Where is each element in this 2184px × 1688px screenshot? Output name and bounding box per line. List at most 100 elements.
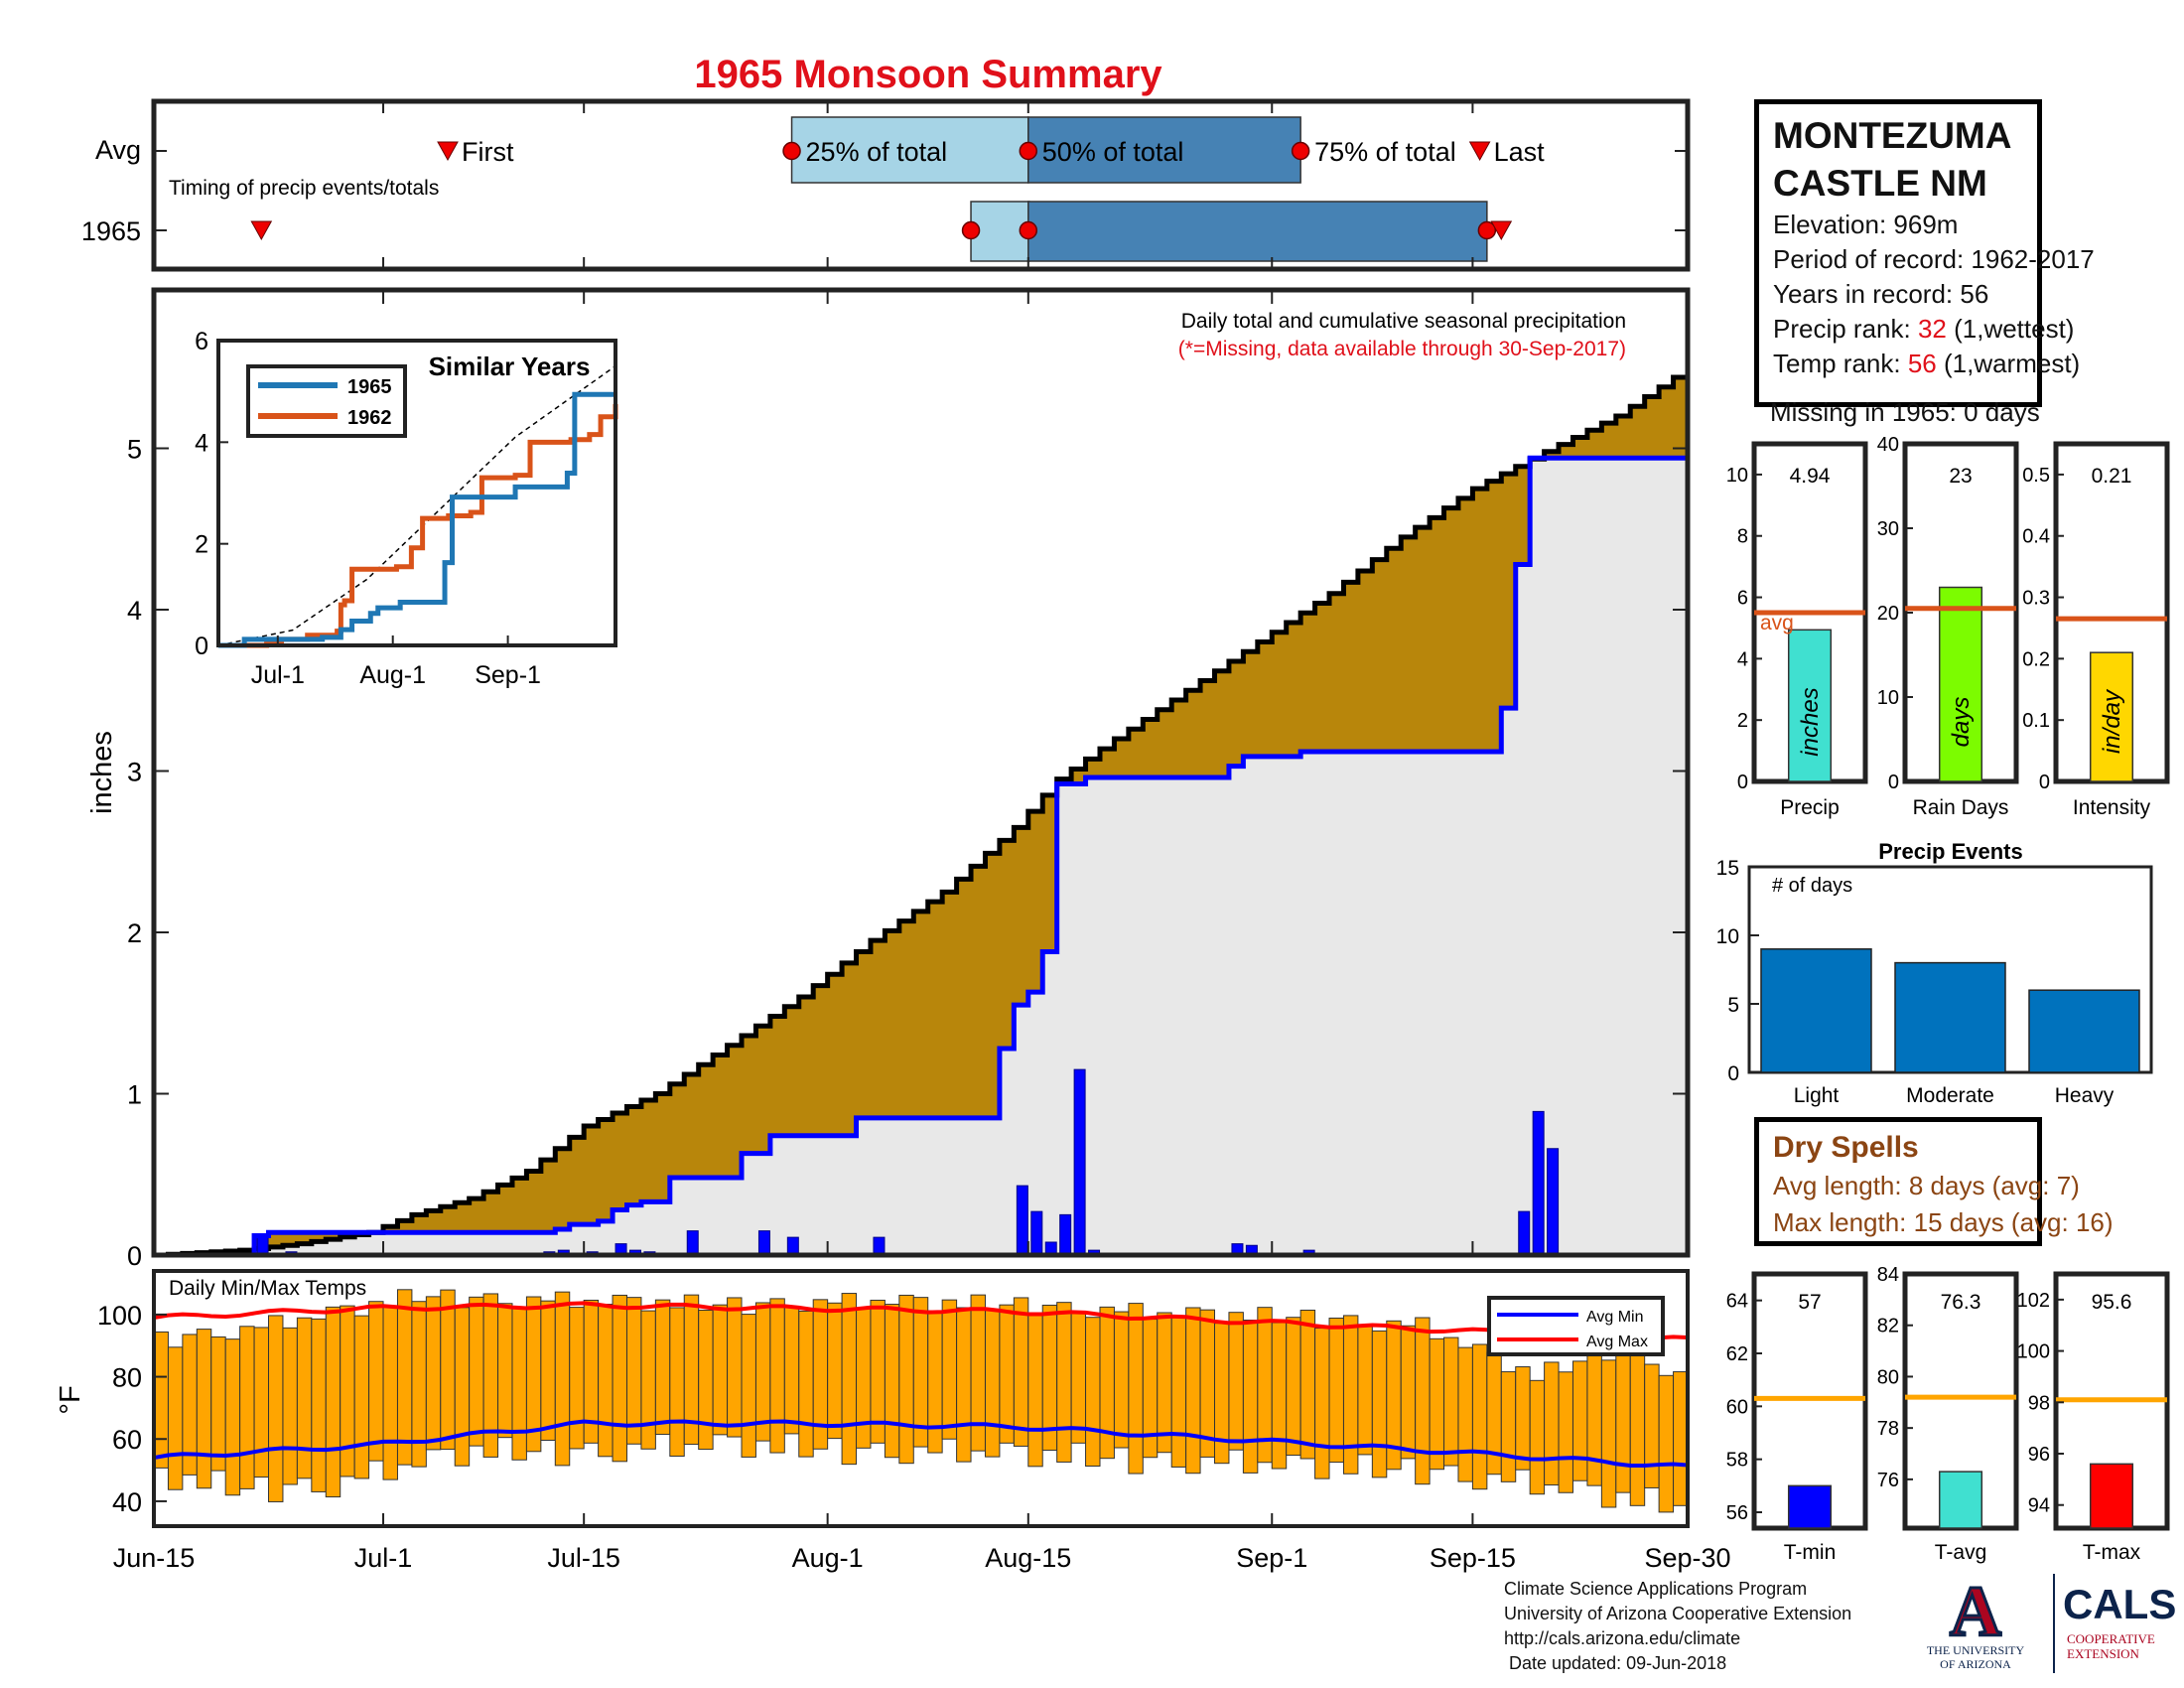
daily-temp-bar: [798, 1310, 814, 1458]
cumulative-average-line: [154, 367, 1691, 1258]
legend-1965: 1965: [347, 376, 392, 398]
stat-value-label: 57: [1798, 1291, 1821, 1314]
cals-wordmark: CALS: [2063, 1581, 2176, 1627]
precip-note: Daily total and cumulative seasonal prec…: [1181, 310, 1626, 333]
above-average-fill-area: [154, 367, 1688, 1255]
date-x-tick-label: Jul-1: [354, 1543, 413, 1573]
date-x-tick-label: Jun-15: [113, 1543, 196, 1573]
precip-event-category-label: Moderate: [1906, 1084, 1994, 1107]
precip-events-ylabel: # of days: [1772, 875, 1852, 897]
stat-y-tick-label: 0.4: [2022, 526, 2050, 548]
daily-temp-bar: [425, 1296, 442, 1451]
inset-average-dashed-line: [217, 364, 616, 646]
precip-event-category-label: Heavy: [2055, 1084, 2115, 1107]
daily-temp-bar: [941, 1299, 958, 1440]
daily-temp-bar: [1544, 1361, 1560, 1486]
precip-y-tick-label: 4: [127, 596, 142, 626]
stat-y-tick-label: 56: [1726, 1502, 1748, 1524]
stat-value-label: 95.6: [2092, 1291, 2132, 1314]
daily-temp-bar: [669, 1307, 685, 1457]
stat-y-tick-label: 10: [1877, 687, 1899, 709]
daily-temp-bar: [1085, 1317, 1101, 1468]
precip-event-y-tick-label: 15: [1716, 857, 1739, 880]
precip-events-panel: Precip Events # of days Light Moderate Hea…: [1716, 839, 2153, 1107]
timing-markers: First 25% of total 50% of total 75% of tota…: [154, 116, 1688, 262]
stat-bar-unit-label: inches: [1797, 687, 1824, 756]
precip-event-bar: [1894, 961, 2006, 1073]
stat-bar-T-max: [2089, 1463, 2134, 1529]
daily-temp-bar: [239, 1326, 255, 1489]
inset-y-tick-label: 4: [195, 429, 208, 457]
stat-y-tick-label: 60: [1726, 1396, 1748, 1418]
station-precip-rank: Precip rank: 32 (1,wettest): [1773, 312, 2074, 347]
stat-y-tick-label: 0.2: [2022, 648, 2050, 670]
daily-temp-bar: [396, 1289, 413, 1466]
precip-rank-label: Precip rank:: [1773, 314, 1918, 344]
daily-precip-bar: [1030, 1210, 1043, 1256]
daily-temp-bar: [1443, 1336, 1459, 1467]
daily-temp-bar: [1228, 1312, 1244, 1451]
precip-y-tick-label: 2: [127, 918, 142, 948]
precip-event-bar: [1760, 948, 1872, 1073]
daily-temp-bar: [554, 1291, 571, 1467]
daily-temp-bar: [912, 1297, 929, 1448]
stat-y-tick-label: 96: [2028, 1444, 2050, 1466]
precip-avg-label: avg: [1760, 612, 1794, 634]
inset-x-tick-label: Jul-1: [251, 661, 305, 689]
stat-y-tick-label: 0.3: [2022, 588, 2050, 610]
date-x-tick-label: Aug-15: [985, 1543, 1071, 1573]
precip-ylabel: inches: [86, 731, 118, 814]
university-of-arizona-logo: A THE UNIVERSITY OF ARIZONA: [1921, 1571, 2030, 1673]
temp-panel-title: Daily Min/Max Temps: [169, 1277, 366, 1300]
year-last-marker: [1490, 220, 1513, 241]
temp-avg-min-line: [153, 1419, 1689, 1469]
stat-y-tick-label: 20: [1877, 603, 1899, 625]
year-q50-marker: [1019, 220, 1038, 240]
daily-temp-bar: [654, 1299, 671, 1436]
inset-line-1965: [218, 391, 615, 648]
daily-precip-bar: [1547, 1148, 1560, 1256]
daily-temp-bar: [540, 1300, 556, 1441]
legend-avg-max: Avg Max: [1586, 1334, 1648, 1350]
station-missing-days: Missing in 1965: 0 days: [1770, 397, 2040, 427]
year-q50-q75-bar: [1027, 201, 1488, 262]
daily-temp-bar: [224, 1338, 241, 1496]
stat-category-label: T-min: [1784, 1541, 1837, 1564]
daily-temp-bar: [984, 1309, 1001, 1458]
stat-bar-T-min: [1787, 1484, 1833, 1529]
year-q75-marker: [1477, 220, 1497, 240]
ua-block-a-icon: A THE UNIVERSITY OF ARIZONA: [1927, 1571, 2025, 1672]
temp-y-tick-label: 40: [112, 1487, 142, 1517]
stat-y-tick-label: 6: [1737, 588, 1748, 610]
stat-y-tick-label: 10: [1726, 465, 1748, 487]
stat-y-tick-label: 102: [2017, 1290, 2050, 1312]
ua-letter: A: [1950, 1574, 2001, 1651]
stat-value-label: 23: [1949, 465, 1972, 488]
stat-y-tick-label: 8: [1737, 526, 1748, 548]
stat-y-tick-label: 2: [1737, 710, 1748, 732]
ua-text-line1: THE UNIVERSITY: [1927, 1643, 2025, 1657]
cals-text-line1: COOPERATIVE: [2067, 1631, 2155, 1646]
stat-y-tick-label: 0.5: [2022, 465, 2050, 487]
daily-temp-bar: [769, 1298, 785, 1454]
cals-text-line2: EXTENSION: [2067, 1646, 2140, 1661]
stat-category-label: Rain Days: [1913, 796, 2009, 819]
daily-temp-bar: [999, 1304, 1015, 1444]
precip-event-y-tick-label: 0: [1727, 1062, 1739, 1085]
dry-spells-max-length: Max length: 15 days (avg: 16): [1773, 1207, 2114, 1237]
avg-q25-label: 25% of total: [806, 137, 948, 167]
daily-temp-bar: [1644, 1363, 1660, 1488]
daily-temp-bar: [1157, 1312, 1172, 1454]
station-name-line2: CASTLE NM: [1773, 163, 1987, 204]
daily-temp-bar: [353, 1315, 370, 1479]
inset-x-tick-label: Aug-1: [359, 661, 426, 689]
stat-y-tick-label: 64: [1726, 1291, 1748, 1313]
daily-precip-bar: [786, 1236, 799, 1256]
daily-temp-bar: [884, 1304, 900, 1459]
year-first-marker: [250, 220, 273, 241]
daily-temp-bar: [970, 1294, 986, 1452]
daily-temp-bar: [196, 1329, 212, 1489]
daily-temp-bar: [282, 1327, 298, 1485]
daily-temp-bar: [1128, 1303, 1144, 1475]
stat-y-tick-label: 82: [1877, 1316, 1899, 1337]
